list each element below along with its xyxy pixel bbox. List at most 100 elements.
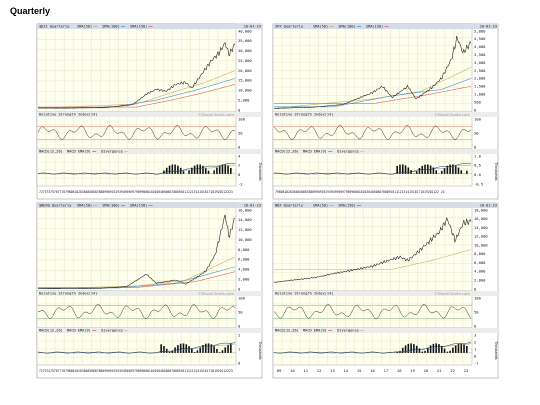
macd-histogram-bar bbox=[165, 348, 168, 353]
rsi-label: Relative Strength Index(14) bbox=[39, 292, 97, 296]
rsi-line bbox=[273, 125, 472, 140]
macd-line bbox=[37, 162, 236, 175]
macd-label: MACD(12,26) bbox=[275, 329, 299, 333]
rsi-tick-label: 0 bbox=[474, 323, 477, 328]
sma-line bbox=[37, 70, 236, 109]
sma-line bbox=[274, 78, 472, 108]
rsi-tick-label: 0 bbox=[474, 144, 477, 149]
macd-line bbox=[273, 163, 472, 175]
macd-histogram-bar bbox=[177, 345, 179, 353]
macd-histogram-bar bbox=[171, 164, 174, 174]
legend-entry: SMA(150) bbox=[366, 25, 383, 29]
macd-tick-label: 1.0 bbox=[474, 153, 482, 158]
macd-legend-entry: Divergence bbox=[101, 329, 123, 333]
macd-histogram-bar bbox=[213, 346, 215, 353]
macd-histogram-bar bbox=[401, 347, 404, 353]
y-tick-label: 30,000 bbox=[238, 48, 252, 53]
grid bbox=[273, 333, 472, 365]
grid bbox=[273, 117, 472, 149]
legend-entry: SMA(50) bbox=[313, 204, 328, 208]
macd-histogram-bar bbox=[399, 164, 401, 174]
macd-histogram-bar bbox=[421, 351, 424, 353]
macd-histogram-bar bbox=[227, 345, 229, 353]
grid bbox=[37, 117, 236, 149]
y-tick-label: 2,000 bbox=[474, 278, 486, 283]
macd-histogram-bar bbox=[204, 343, 207, 353]
y-tick-label: 40,000 bbox=[238, 28, 252, 33]
macd-histogram-bar bbox=[168, 351, 171, 353]
y-tick-label: 2,000 bbox=[238, 276, 250, 281]
grid bbox=[273, 208, 472, 291]
macd-line bbox=[273, 341, 472, 354]
macd-histogram-bar bbox=[182, 170, 185, 174]
y-tick-label: 1,000 bbox=[474, 92, 486, 97]
macd-tick-label: 4 bbox=[238, 153, 241, 158]
price-line bbox=[273, 216, 472, 283]
y-tick-label: 10,000 bbox=[238, 88, 252, 93]
x-tick-label: 10 bbox=[290, 368, 295, 373]
x-tick-label: 12 bbox=[317, 368, 322, 373]
rsi-tick-label: 100 bbox=[474, 116, 482, 121]
macd-histogram-bar bbox=[466, 345, 468, 353]
y-tick-label: 0 bbox=[474, 286, 477, 291]
y-tick-label: 4,500 bbox=[474, 36, 486, 41]
rsi-tick-label: 50 bbox=[238, 130, 243, 135]
y-tick-label: 14,000 bbox=[238, 217, 252, 222]
macd-unit-label: Thousands bbox=[258, 340, 262, 360]
grid bbox=[273, 296, 472, 328]
macd-tick-label: 2 bbox=[238, 332, 240, 337]
y-tick-label: 16,000 bbox=[474, 216, 488, 221]
x-tick-label: 23 bbox=[464, 368, 469, 373]
sma-line bbox=[274, 249, 472, 270]
y-tick-label: 35,000 bbox=[238, 38, 252, 43]
macd-unit-label: Thousands bbox=[258, 161, 262, 181]
macd-label: MACD(12,26) bbox=[39, 329, 63, 333]
macd-label: MACD(12,26) bbox=[275, 150, 299, 154]
price-line bbox=[37, 42, 236, 109]
macd-tick-label: 1 bbox=[474, 346, 477, 351]
macd-histogram-bar bbox=[191, 348, 193, 353]
y-tick-label: 3,500 bbox=[474, 52, 486, 57]
macd-histogram-bar bbox=[429, 345, 432, 353]
watermark: ©StockCharts.com bbox=[434, 291, 470, 296]
macd-tick-label: 2 bbox=[474, 339, 476, 344]
macd-unit-label: Thousands bbox=[494, 161, 498, 181]
macd-histogram-bar bbox=[193, 165, 196, 174]
macd-histogram-bar bbox=[427, 347, 429, 353]
macd-histogram-bar bbox=[404, 345, 407, 353]
macd-histogram-bar bbox=[182, 343, 185, 353]
x-tick-label: 14 bbox=[343, 368, 348, 373]
macd-tick-label: 2 bbox=[238, 163, 240, 168]
y-tick-label: 8,000 bbox=[238, 247, 250, 252]
macd-histogram-bar bbox=[204, 167, 207, 174]
macd-histogram-bar bbox=[454, 165, 457, 174]
macd-tick-label: 0 bbox=[238, 172, 241, 177]
macd-histogram-bar bbox=[401, 164, 404, 174]
macd-histogram-bar bbox=[163, 346, 165, 353]
sma-line bbox=[273, 67, 472, 109]
macd-tick-label: 1 bbox=[238, 346, 241, 351]
macd-unit-label: Thousands bbox=[494, 340, 498, 360]
macd-histogram-bar bbox=[452, 347, 454, 353]
chart-date: 10-01-23 bbox=[244, 25, 261, 29]
y-tick-label: 3,000 bbox=[474, 60, 486, 65]
page-title: Quarterly bbox=[10, 6, 51, 16]
y-tick-label: 0 bbox=[474, 107, 477, 112]
macd-histogram-bar bbox=[165, 167, 168, 174]
rsi-label: Relative Strength Index(14) bbox=[275, 292, 333, 296]
macd-histogram-bar bbox=[221, 164, 224, 174]
macd-histogram-bar bbox=[207, 170, 210, 174]
rsi-header-bar bbox=[37, 112, 262, 117]
y-tick-label: 1,500 bbox=[474, 84, 486, 89]
legend-entry: SMA(100) bbox=[102, 25, 119, 29]
macd-histogram-bar bbox=[438, 344, 440, 353]
macd-histogram-bar bbox=[440, 170, 443, 174]
macd-histogram-bar bbox=[174, 347, 176, 353]
price-line bbox=[37, 214, 236, 290]
rsi-tick-label: 100 bbox=[238, 295, 246, 300]
sma-line bbox=[38, 84, 236, 108]
legend-entry: SMA(150) bbox=[130, 25, 147, 29]
y-tick-label: 4,000 bbox=[474, 44, 486, 49]
macd-histogram-bar bbox=[218, 352, 221, 353]
